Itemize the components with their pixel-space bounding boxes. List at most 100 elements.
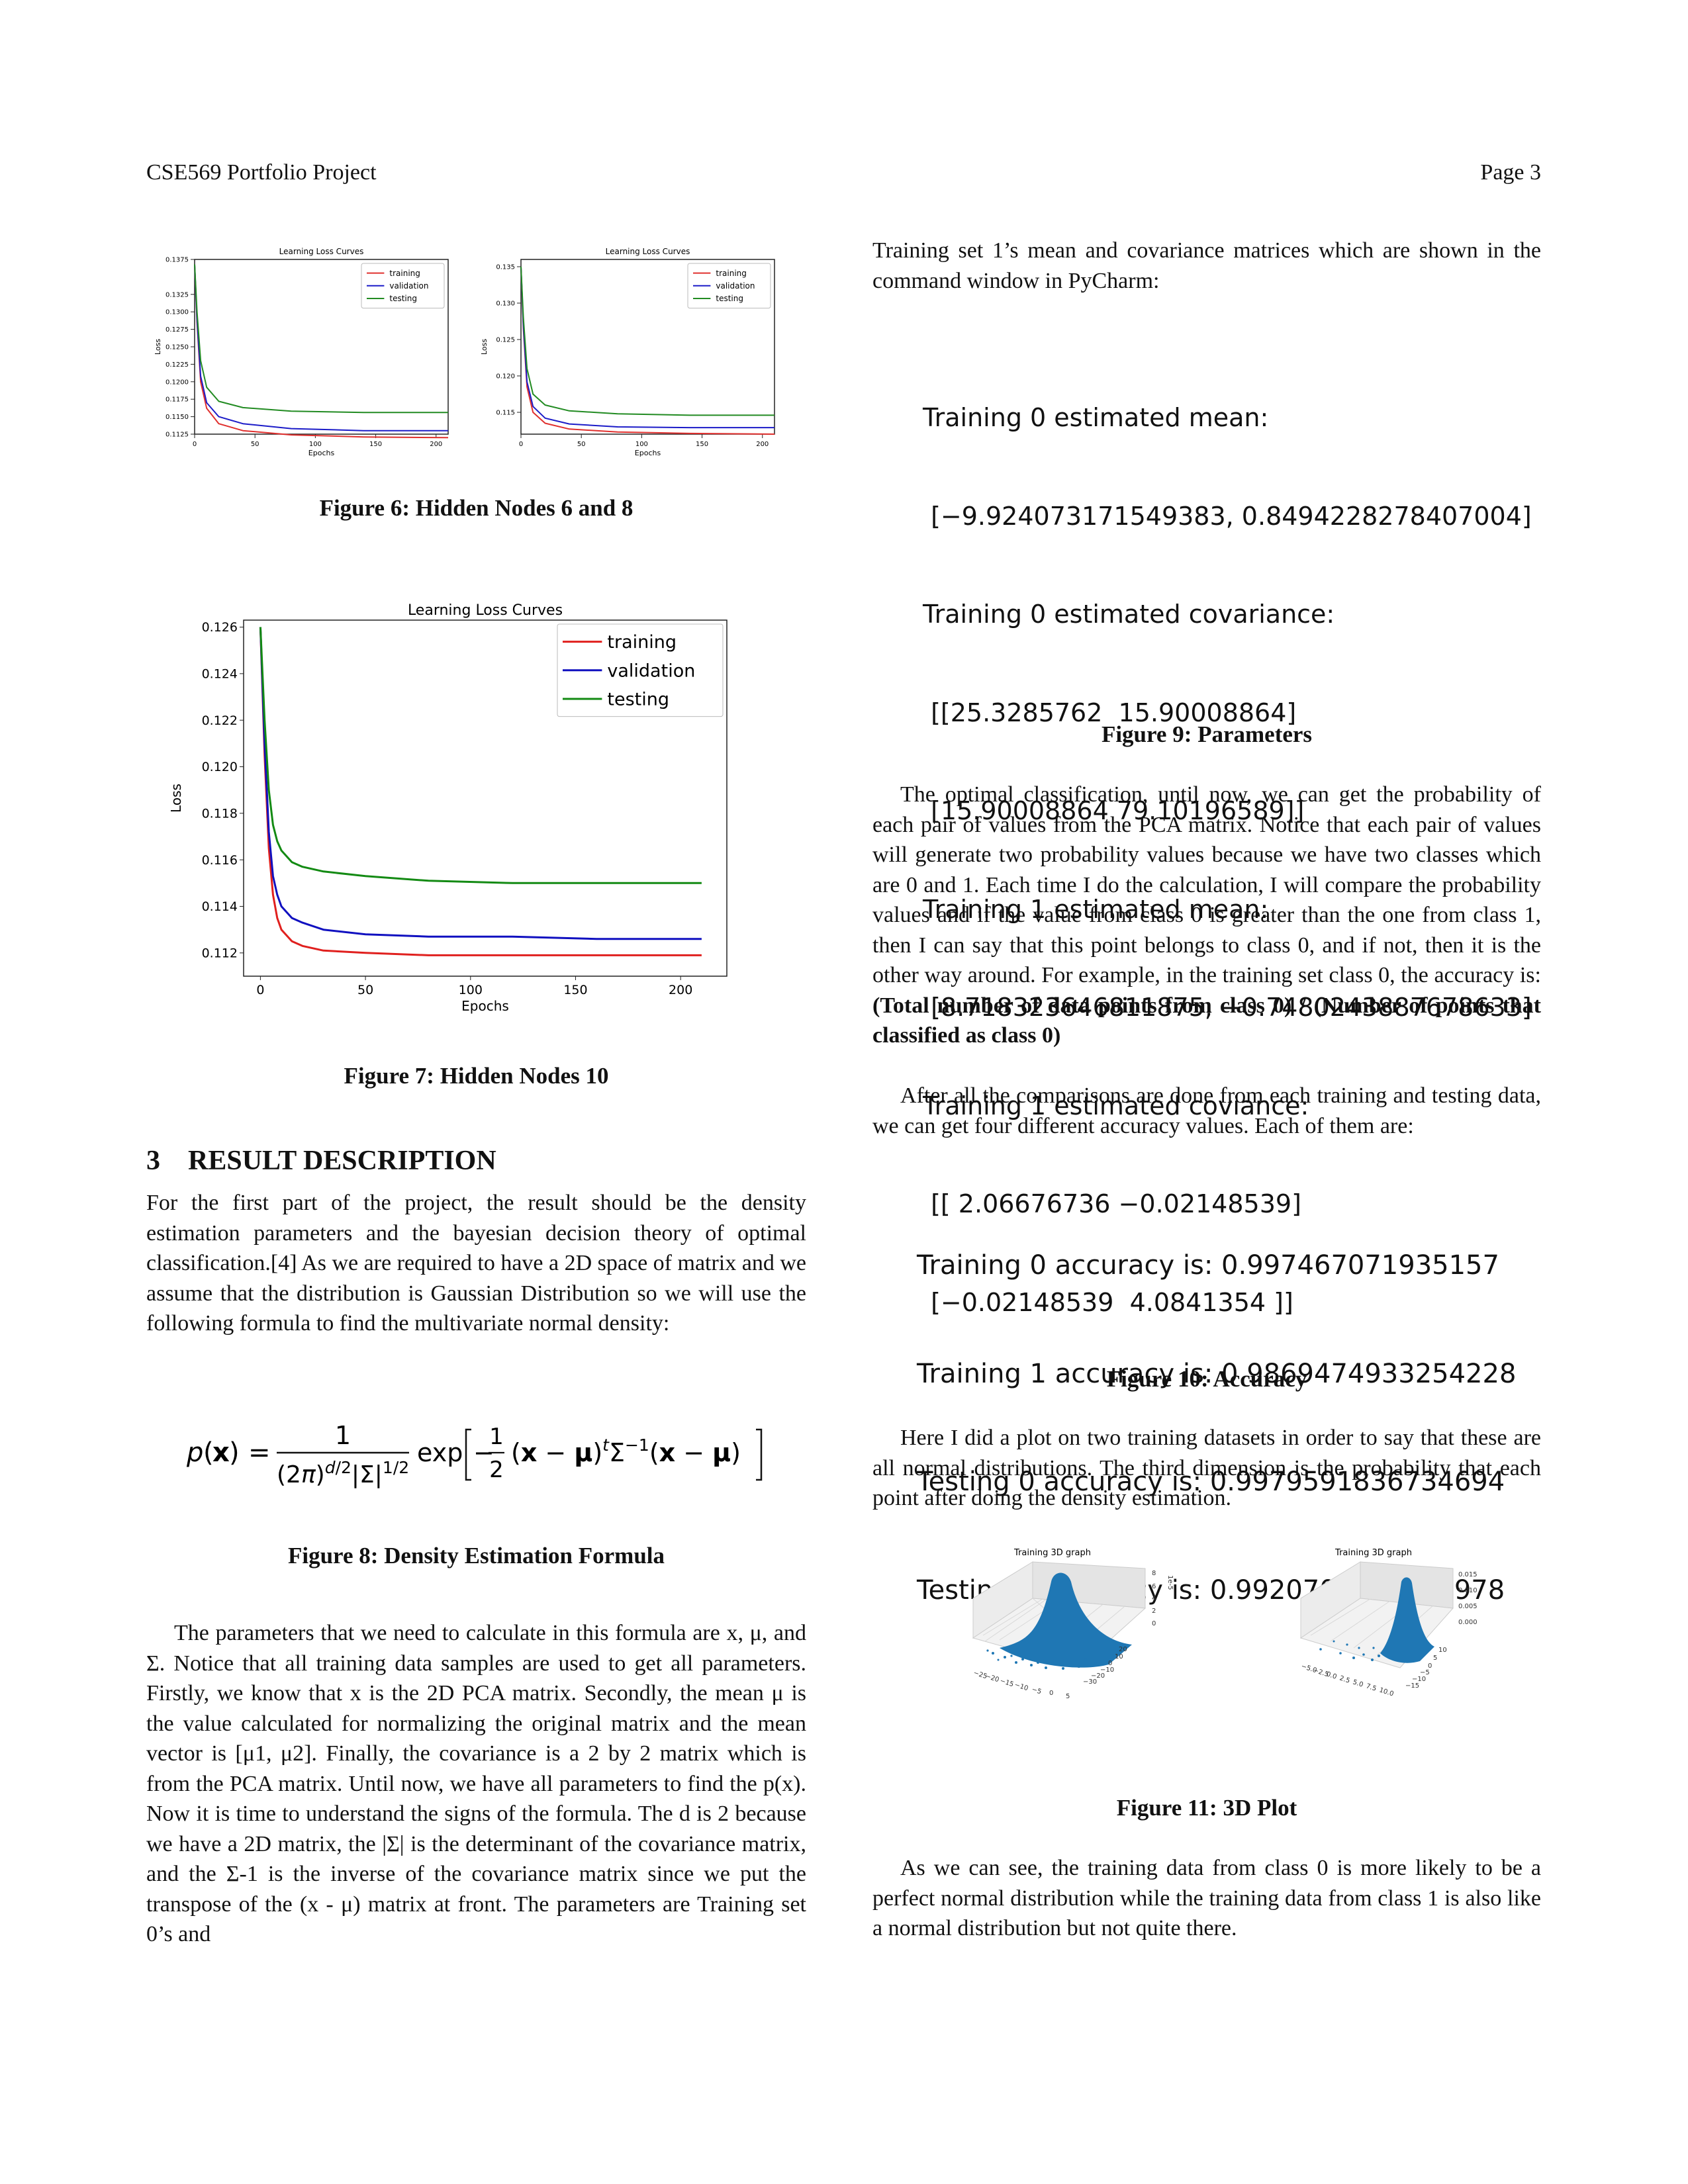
console-line: [−0.02148539 4.0841354 ]] (923, 1287, 1293, 1317)
svg-text:8: 8 (1152, 1570, 1156, 1577)
svg-text:2: 2 (489, 1457, 504, 1483)
svg-text:2: 2 (1152, 1608, 1156, 1615)
svg-text:−10: −10 (1013, 1681, 1029, 1692)
console-line: Training 0 estimated covariance: (923, 600, 1335, 629)
console-line: Training 1 estimated coviance: (923, 1091, 1309, 1120)
x-tick-label: 150 (696, 441, 708, 448)
density-formula: p ( x ) = 1 (2π)d/2|Σ|1/2 exp − 1 2 (x −… (185, 1416, 781, 1489)
svg-text:0: 0 (1428, 1662, 1432, 1670)
y-tick-label: 0.135 (496, 264, 515, 271)
chart-title: Learning Loss Curves (279, 247, 364, 256)
legend-label: testing (607, 689, 669, 709)
running-header-left: CSE569 Portfolio Project (146, 160, 377, 185)
peak-surface (1380, 1577, 1434, 1663)
x-tick-label: 100 (635, 441, 648, 448)
legend-label: training (607, 632, 677, 653)
svg-text:): ) (229, 1437, 240, 1468)
legend-label: testing (716, 294, 743, 303)
svg-text:5: 5 (1066, 1693, 1070, 1700)
figure-7-caption: Figure 7: Hidden Nodes 10 (344, 1063, 609, 1089)
y-tick-label: 0.130 (496, 300, 515, 308)
console-line: [8.718323646811875, −0.7480243887678633] (923, 993, 1532, 1022)
console-line: [[25.3285762 15.90008864] (923, 698, 1297, 727)
accuracy-console-output: Training 0 accuracy is: 0.99746707193515… (917, 1175, 1516, 1645)
x-axis-label: Epochs (635, 449, 661, 457)
y-tick-label: 0.125 (496, 337, 515, 344)
y-tick-label: 0.1275 (165, 326, 189, 334)
z-axis-ticks: 0.015 0.010 0.005 0.000 (1458, 1571, 1477, 1626)
svg-text:20: 20 (1119, 1646, 1127, 1653)
parameters-console-output: Training 0 estimated mean: [−9.924073171… (923, 336, 1532, 1352)
console-line: Training 0 estimated mean: (923, 403, 1269, 432)
density-formula-svg: p ( x ) = 1 (2π)d/2|Σ|1/2 exp − 1 2 (x −… (186, 1421, 763, 1488)
y-axis-label: Loss (480, 339, 489, 355)
legend-label: training (716, 269, 747, 278)
figure-11-caption: Figure 11: 3D Plot (1116, 1795, 1297, 1821)
svg-text:=: = (248, 1437, 271, 1468)
y-tick-label: 0.116 (202, 853, 238, 868)
figure-8-caption: Figure 8: Density Estimation Formula (287, 1543, 665, 1569)
series-line-testing (194, 264, 448, 414)
y-tick-label: 0.115 (496, 410, 515, 417)
y-tick-label: 0.1150 (165, 414, 189, 421)
svg-text:1: 1 (335, 1421, 351, 1450)
svg-text:5.0: 5.0 (1352, 1678, 1364, 1688)
y-tick-label: 0.120 (202, 760, 238, 774)
svg-text:10: 10 (1438, 1647, 1447, 1654)
svg-text:0.015: 0.015 (1458, 1571, 1477, 1578)
series-line-training (259, 627, 702, 956)
z-axis-ticks: 8 6 4 2 0 (1152, 1570, 1156, 1627)
figure-6-chart-right: Learning Loss Curves 0 50 100 150 200 0.115 0.1… (480, 247, 775, 457)
running-header-right: Page 3 (1480, 160, 1541, 185)
x-axis-label: Epochs (308, 449, 335, 457)
legend-label: validation (607, 660, 695, 681)
y-tick-label: 0.118 (202, 807, 238, 821)
y-tick-label: 0.126 (202, 620, 238, 635)
right-paragraph-2-bold: (Total number of data points from class … (872, 993, 1541, 1048)
y-tick-label: 0.120 (496, 373, 515, 381)
svg-text:−20: −20 (984, 1672, 1000, 1684)
y-tick-label: 0.1125 (165, 432, 189, 439)
x-tick-label: 50 (357, 983, 373, 997)
figure-7-chart: Learning Loss Curves 0 50 100 150 200 0.112 0.1… (168, 602, 727, 1014)
scatter-points (1319, 1640, 1380, 1661)
svg-text:10.0: 10.0 (1378, 1686, 1395, 1698)
x-tick-label: 0 (256, 983, 264, 997)
svg-text:x: x (212, 1437, 230, 1468)
x-tick-label: 0 (519, 441, 523, 448)
x-tick-label: 100 (459, 983, 483, 997)
y-tick-label: 0.1375 (165, 257, 189, 264)
svg-text:−15: −15 (999, 1677, 1014, 1688)
svg-text:0: 0 (1108, 1660, 1112, 1667)
x-tick-label: 50 (577, 441, 586, 448)
x-tick-label: 150 (369, 441, 382, 448)
y-axis-label: Loss (168, 784, 184, 813)
plot-title: Training 3D graph (1335, 1548, 1412, 1558)
svg-text:−30: −30 (1083, 1678, 1097, 1686)
console-line: [−9.924073171549383, 0.8494228278407004] (923, 501, 1532, 531)
x-axis-label: Epochs (461, 998, 509, 1014)
y-tick-label: 0.114 (202, 899, 238, 914)
console-line: [15.90008864 79.10196589]] (923, 796, 1305, 825)
chart-title: Learning Loss Curves (606, 247, 690, 256)
svg-text:0.005: 0.005 (1458, 1603, 1477, 1610)
x-tick-label: 200 (430, 441, 442, 448)
svg-text:1: 1 (489, 1424, 504, 1450)
svg-text:−20: −20 (1091, 1672, 1105, 1680)
svg-text:−15: −15 (1405, 1682, 1419, 1690)
series-line-testing (520, 266, 774, 416)
svg-text:p: p (186, 1437, 203, 1468)
legend-box (687, 263, 771, 309)
x-tick-label: 100 (309, 441, 322, 448)
legend-label: testing (389, 294, 417, 303)
section-title: RESULT DESCRIPTION (188, 1146, 496, 1176)
accuracy-line: Testing 0 accuracy is: 0.997959183673469… (917, 1467, 1505, 1497)
left-paragraph-1: For the first part of the project, the r… (146, 1191, 806, 1336)
section-number: 3 (146, 1146, 160, 1176)
right-paragraph-3: After all the comparisons are done from … (872, 1083, 1541, 1138)
svg-text:(2π)d/2|Σ|1/2: (2π)d/2|Σ|1/2 (277, 1458, 409, 1488)
svg-text:(x − μ)tΣ−1(x − μ): (x − μ)tΣ−1(x − μ) (511, 1435, 741, 1467)
y-tick-label: 0.1175 (165, 396, 189, 404)
figure-11-3d-plot-right: Training 3D graph 0.015 0.010 0.005 0.00… (1299, 1548, 1477, 1698)
series-line-testing (259, 627, 702, 884)
